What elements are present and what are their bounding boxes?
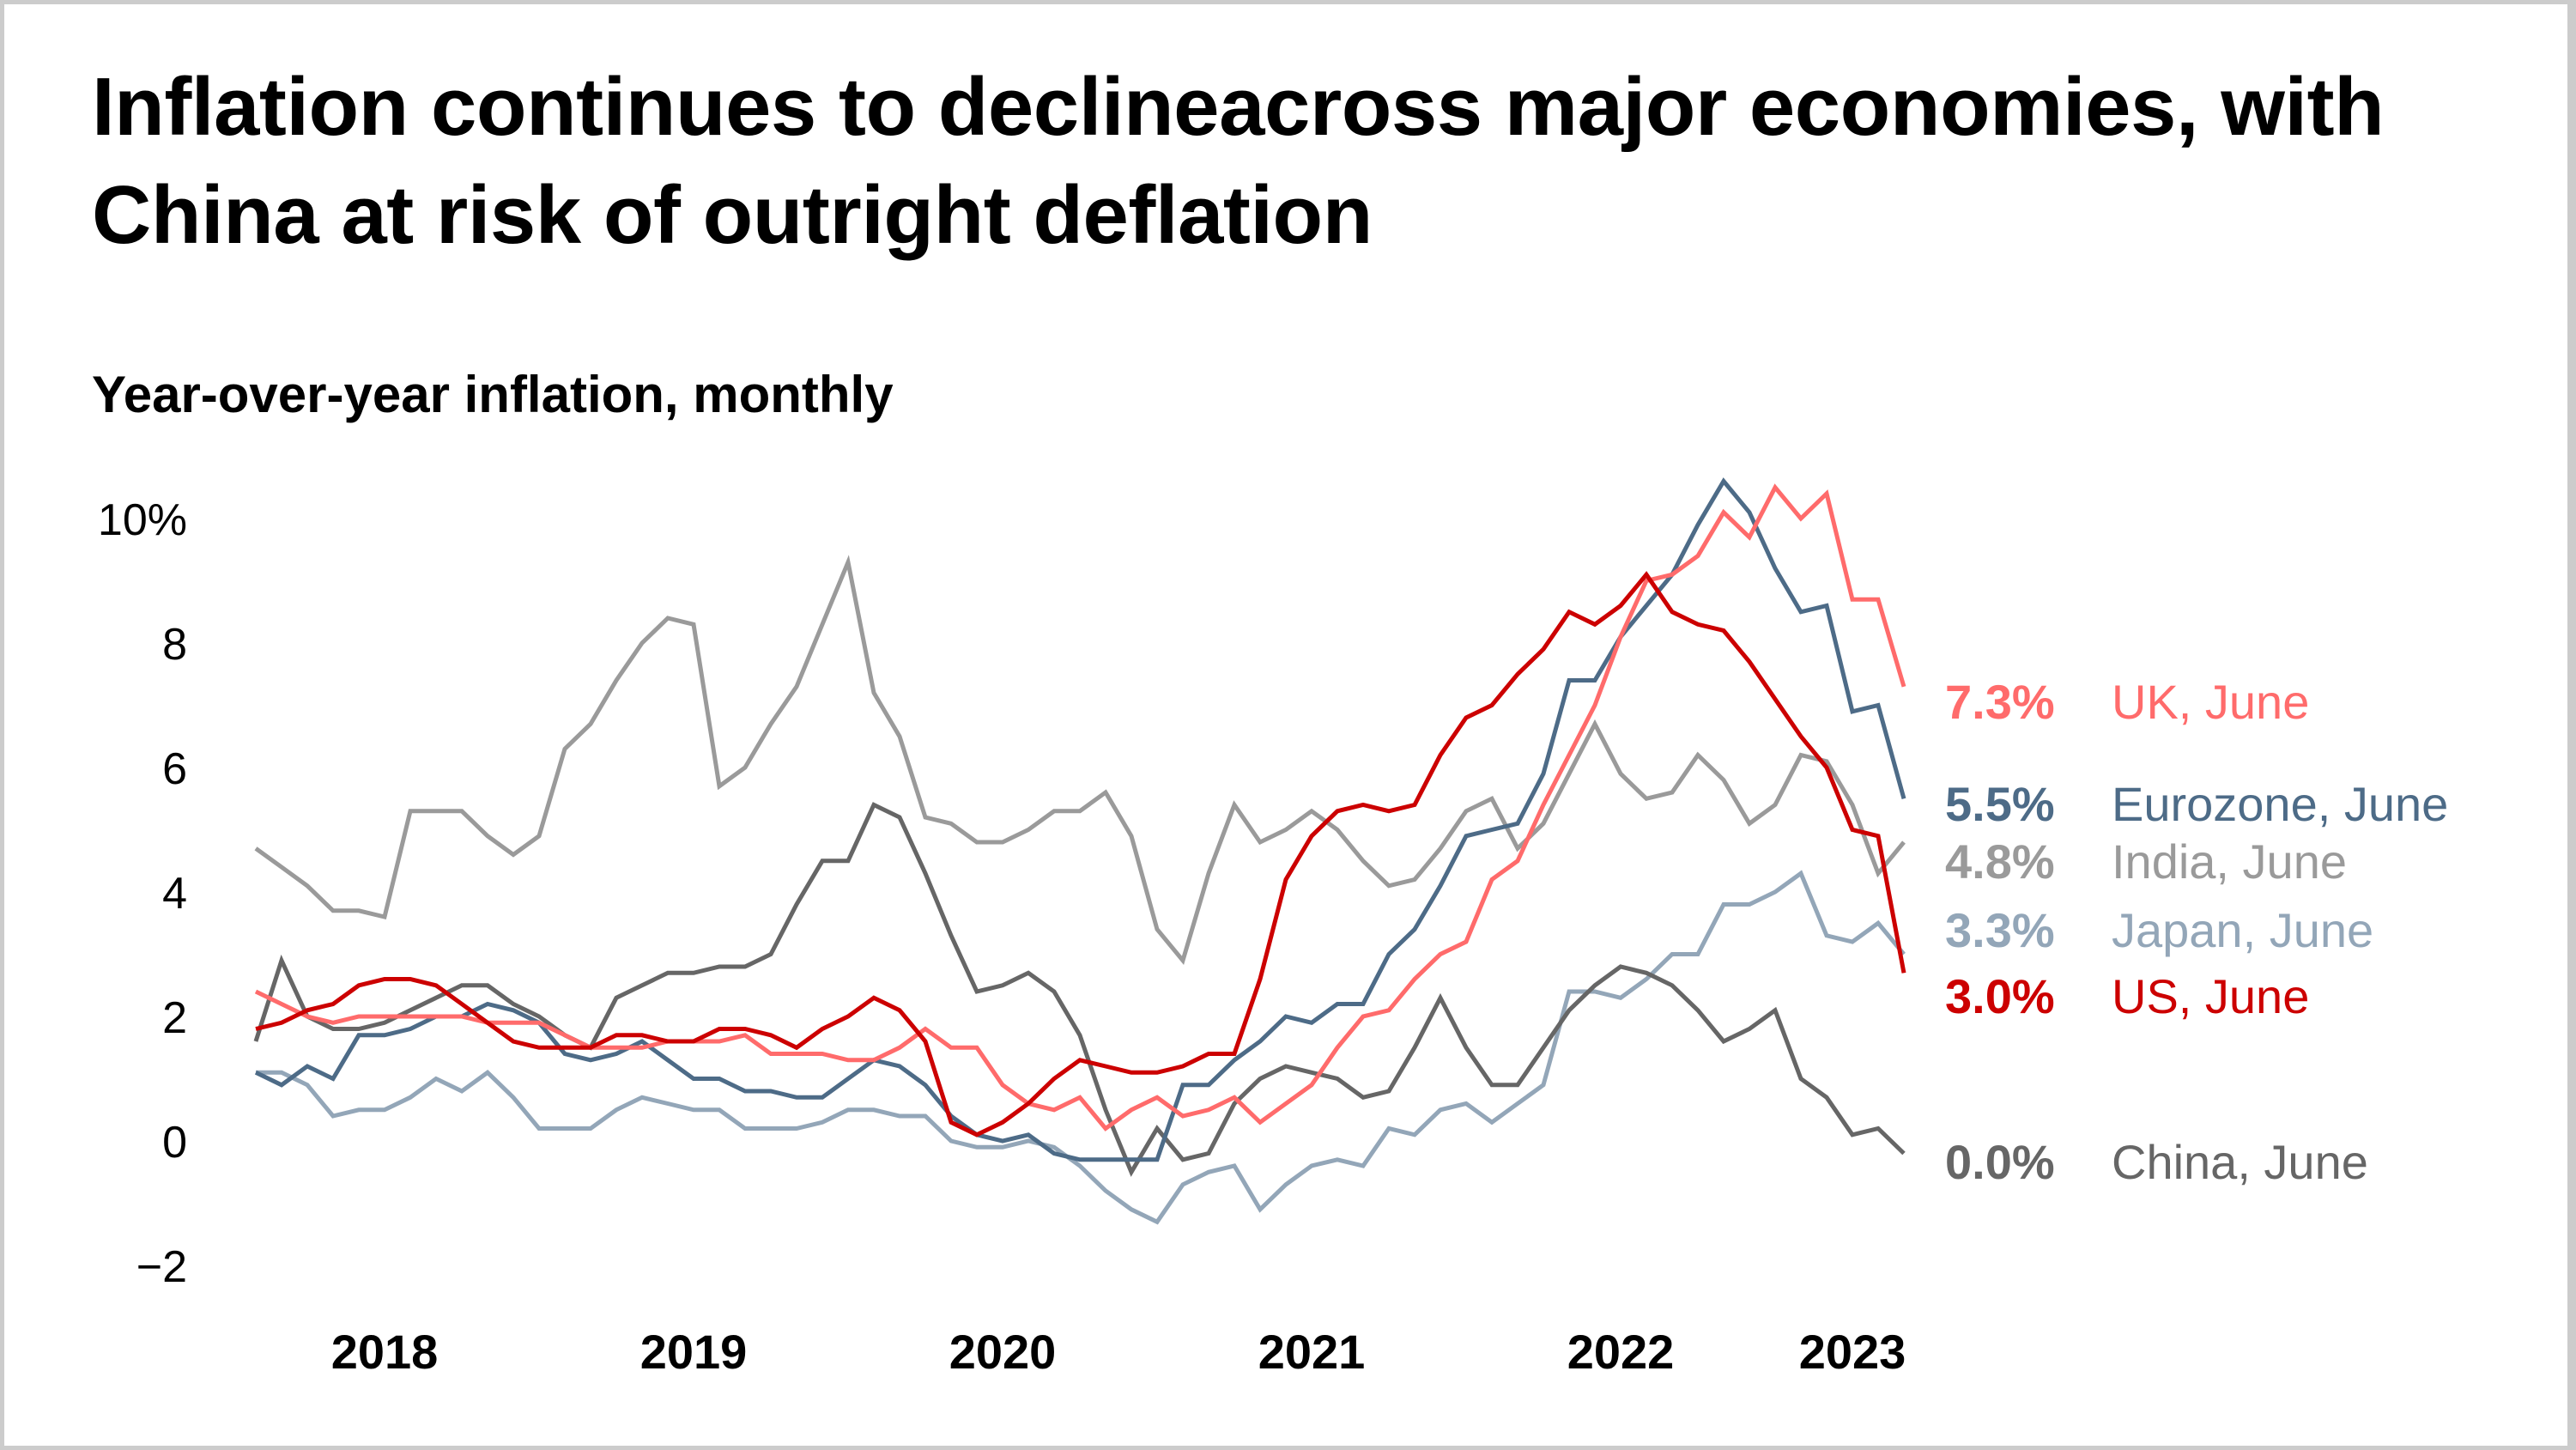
series-label-name: US, June xyxy=(2112,969,2309,1023)
chart-frame xyxy=(4,4,2567,1446)
series-label-value: 5.5% xyxy=(1945,777,2055,831)
series-label-china: 0.0% China, June xyxy=(1945,1135,2368,1189)
series-label-value: 7.3% xyxy=(1945,675,2055,729)
series-line-china xyxy=(253,802,1906,1177)
y-axis: 10% 8 6 4 2 0 −2 xyxy=(98,495,187,1292)
y-tick-label: 10% xyxy=(98,495,187,545)
series-label-name: UK, June xyxy=(2112,675,2309,729)
x-tick-label: 2022 xyxy=(1567,1325,1675,1379)
series-label-value: 3.3% xyxy=(1945,903,2055,957)
x-tick-label: 2020 xyxy=(949,1325,1057,1379)
series-label-name: Eurozone, June xyxy=(2112,777,2448,831)
chart-subtitle: Year-over-year inflation, monthly xyxy=(92,366,894,423)
y-tick-label: 6 xyxy=(162,744,187,794)
series-label-name: Japan, June xyxy=(2112,903,2373,957)
y-tick-label: 8 xyxy=(162,620,187,670)
y-tick-label: 4 xyxy=(162,869,187,919)
series-label-value: 0.0% xyxy=(1945,1135,2055,1189)
y-tick-label: 2 xyxy=(162,993,187,1043)
series-line-japan xyxy=(256,870,1906,1225)
y-tick-label: 0 xyxy=(162,1118,187,1168)
series-line-eurozone xyxy=(254,477,1906,1162)
x-axis: 2018 2019 2020 2021 2022 2023 xyxy=(331,1325,1906,1379)
series-label-value: 4.8% xyxy=(1945,834,2055,889)
x-tick-label: 2021 xyxy=(1258,1325,1366,1379)
x-tick-label: 2018 xyxy=(331,1325,439,1379)
x-tick-label: 2019 xyxy=(640,1325,748,1379)
x-tick-label: 2023 xyxy=(1799,1325,1906,1379)
series-labels: 7.3% UK, June 5.5% Eurozone, June 4.8% India,… xyxy=(1945,675,2448,1189)
series-label-value: 3.0% xyxy=(1945,969,2055,1023)
series-lines xyxy=(253,477,1906,1225)
y-tick-label: −2 xyxy=(136,1242,187,1292)
series-line-uk xyxy=(254,483,1906,1131)
series-label-japan: 3.3% Japan, June xyxy=(1945,903,2373,957)
chart-title: Inflation continues to declineacross maj… xyxy=(92,61,2385,261)
series-label-uk: 7.3% UK, June xyxy=(1945,675,2309,729)
series-label-india: 4.8% India, June xyxy=(1945,834,2347,889)
series-label-us: 3.0% US, June xyxy=(1945,969,2309,1023)
series-label-name: China, June xyxy=(2112,1135,2368,1189)
series-label-name: India, June xyxy=(2112,834,2347,889)
series-label-eurozone: 5.5% Eurozone, June xyxy=(1945,777,2448,831)
series-line-india xyxy=(254,555,1906,966)
series-line-us xyxy=(255,571,1906,1138)
